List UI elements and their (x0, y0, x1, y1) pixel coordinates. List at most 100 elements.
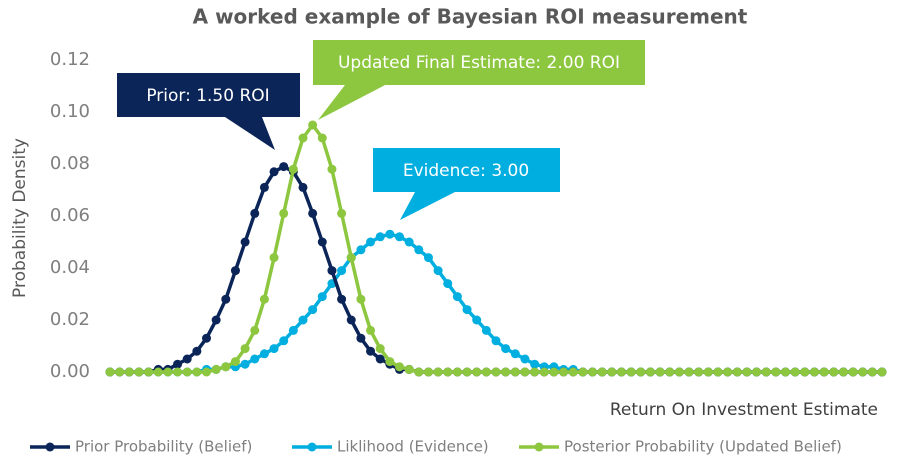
data-point (153, 367, 163, 377)
data-point (298, 182, 308, 192)
data-point (375, 344, 385, 354)
data-point (240, 344, 250, 354)
data-point (771, 367, 781, 377)
data-point (674, 367, 684, 377)
y-axis-label: Probability Density (10, 138, 30, 298)
data-point (462, 367, 472, 377)
data-point (501, 367, 511, 377)
data-point (520, 367, 530, 377)
data-point (308, 208, 318, 218)
data-point (549, 367, 559, 377)
data-point (462, 305, 472, 315)
data-point (472, 315, 482, 325)
data-point (375, 354, 385, 364)
data-point (385, 357, 395, 367)
data-point (337, 208, 347, 218)
data-point (443, 279, 453, 289)
data-point (781, 367, 790, 377)
data-point (790, 367, 800, 377)
plot-area: 0.00 0.02 0.04 0.06 0.08 0.10 0.12 (50, 49, 887, 382)
data-point (752, 367, 762, 377)
chart-title: A worked example of Bayesian ROI measure… (193, 5, 748, 29)
x-axis-label: Return On Investment Estimate (610, 400, 878, 420)
data-point (366, 325, 376, 335)
data-point (588, 367, 597, 377)
data-point (742, 367, 752, 377)
data-point (838, 367, 848, 377)
legend-label: Posterior Probability (Updated Belief) (564, 438, 842, 456)
y-tick-label: 0.06 (50, 205, 90, 226)
callout-box (373, 148, 560, 192)
data-point (317, 133, 327, 143)
callout-evidence: Evidence: 3.00 (373, 148, 560, 220)
data-point (819, 367, 829, 377)
data-point (404, 237, 414, 247)
data-point (395, 362, 404, 372)
legend-label: Liklihood (Evidence) (337, 438, 489, 456)
data-point (105, 367, 115, 377)
data-point (626, 367, 636, 377)
data-point (366, 346, 376, 356)
data-point (337, 294, 347, 304)
data-point (269, 167, 279, 177)
data-point (356, 245, 366, 255)
data-point (279, 208, 289, 218)
y-tick-label: 0.02 (50, 309, 90, 330)
data-point (192, 367, 202, 377)
data-point (202, 333, 211, 343)
legend-marker (45, 442, 55, 452)
data-point (259, 349, 269, 359)
data-point (327, 164, 337, 174)
y-tick-label: 0.08 (50, 153, 90, 174)
data-point (665, 367, 675, 377)
data-point (616, 367, 626, 377)
data-point (211, 315, 221, 325)
data-point (858, 367, 868, 377)
data-point (182, 367, 192, 377)
data-point (491, 336, 501, 346)
data-point (481, 367, 491, 377)
callout-prior: Prior: 1.50 ROI (117, 73, 300, 150)
data-point (414, 245, 424, 255)
data-point (346, 253, 356, 263)
data-point (520, 354, 530, 364)
data-point (173, 367, 183, 377)
data-point (221, 294, 231, 304)
data-point (761, 367, 771, 377)
data-point (877, 367, 887, 377)
data-point (800, 367, 810, 377)
data-point (259, 182, 269, 192)
y-tick-label: 0.04 (50, 257, 90, 278)
data-point (356, 294, 366, 304)
data-point (723, 367, 733, 377)
data-point (385, 229, 395, 239)
callout-box (313, 40, 645, 85)
data-point (240, 359, 250, 369)
data-point (221, 362, 231, 372)
callout-posterior: Updated Final Estimate: 2.00 ROI (313, 40, 645, 120)
legend-label: Prior Probability (Belief) (75, 438, 252, 456)
data-point (317, 292, 327, 302)
data-point (481, 325, 491, 335)
data-point (308, 305, 318, 315)
legend: Prior Probability (Belief) Liklihood (Evi… (30, 438, 842, 456)
data-point (124, 367, 134, 377)
data-point (298, 315, 308, 325)
data-point (433, 266, 443, 276)
data-point (288, 325, 298, 335)
data-point (327, 266, 337, 276)
data-point (395, 232, 404, 242)
data-point (703, 367, 713, 377)
data-point (452, 292, 462, 302)
callout-text: Updated Final Estimate: 2.00 ROI (338, 53, 620, 73)
data-point (308, 120, 318, 130)
data-point (356, 333, 366, 343)
data-point (298, 133, 308, 143)
data-point (414, 367, 424, 377)
data-point (530, 367, 540, 377)
callout-tail (400, 192, 455, 220)
data-point (423, 253, 433, 263)
data-point (211, 364, 221, 374)
data-point (510, 349, 520, 359)
